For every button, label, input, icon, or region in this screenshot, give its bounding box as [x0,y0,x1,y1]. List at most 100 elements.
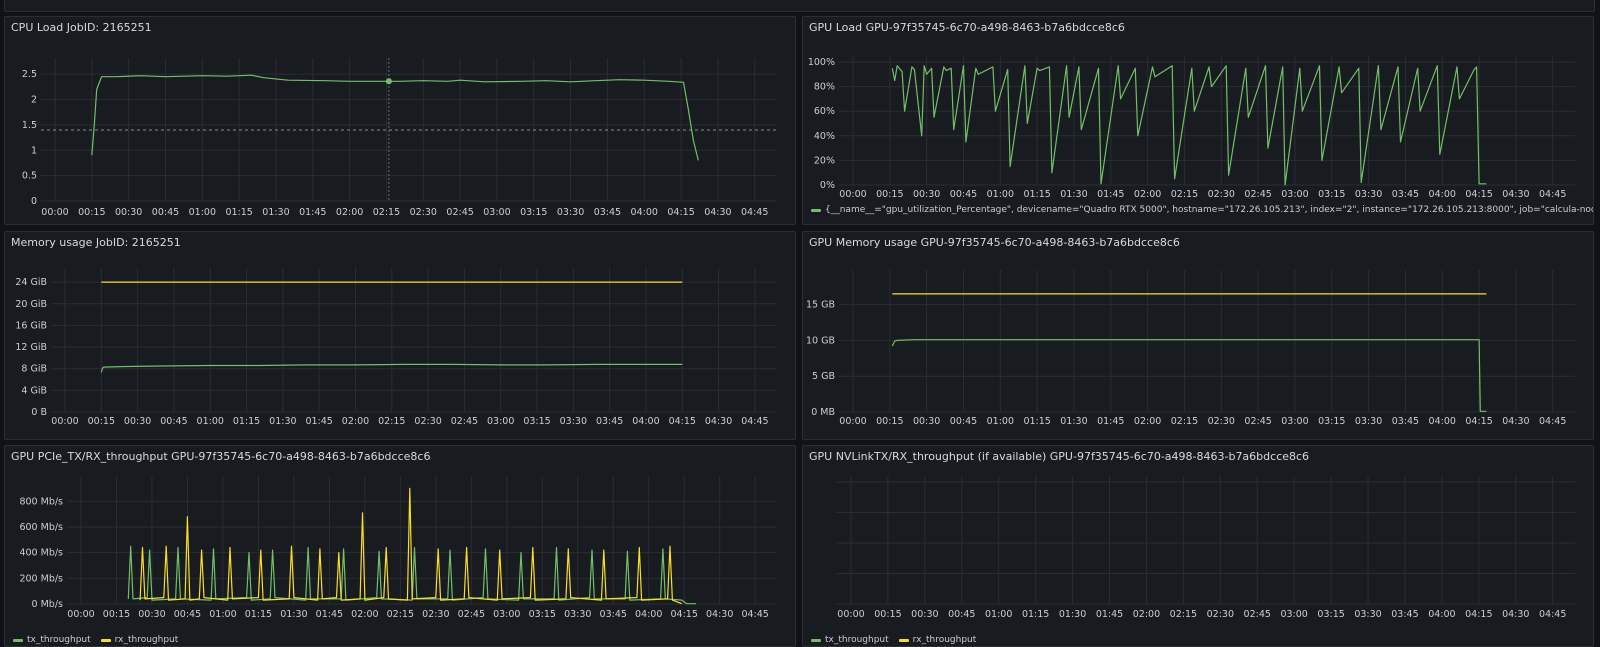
x-tick-label: 01:00 [987,189,1014,200]
panel-title: Memory usage JobID: 2165251 [11,236,181,249]
x-tick-label: 03:00 [1281,189,1308,200]
gpu-load-chart: 00:00 00:15 00:30 00:45 01:00 01:15 01:30 01:45… [808,56,1575,200]
x-tick-label: 00:45 [948,609,975,620]
y-tick-label: 2.5 [22,69,37,80]
x-tick-label: 01:15 [1022,609,1049,620]
legend-item-rx[interactable]: rx_throughput [898,635,977,645]
x-tick-label: 02:45 [458,609,485,620]
x-tick-label: 00:15 [78,207,105,218]
x-tick-label: 00:00 [51,416,78,427]
x-tick-label: 04:15 [667,207,694,218]
x-tick-label: 03:00 [493,609,520,620]
gpu-pcie-throughput-panel[interactable]: GPU PCIe_TX/RX_throughput GPU-97f35745-6… [4,445,796,647]
x-tick-label: 02:00 [1134,189,1161,200]
x-tick-label: 00:30 [913,189,940,200]
series-line-green [891,339,1487,412]
legend-label: tx_throughput [825,635,889,645]
x-tick-label: 01:15 [245,609,272,620]
x-tick-label: 01:00 [189,207,216,218]
y-tick-label: 800 Mb/s [19,496,63,507]
x-tick-label: 03:00 [487,416,514,427]
y-tick-label: 1 [31,145,37,156]
gpu-load-panel[interactable]: GPU Load GPU-97f35745-6c70-a498-8463-b7a… [802,16,1594,225]
x-tick-label: 04:00 [1429,416,1456,427]
x-tick-label: 02:45 [1244,189,1271,200]
x-tick-label: 01:45 [1097,189,1124,200]
x-tick-label: 01:30 [1059,609,1086,620]
x-tick-label: 02:15 [387,609,414,620]
x-tick-label: 04:30 [1502,609,1529,620]
panel-title: CPU Load JobID: 2165251 [11,21,152,34]
x-tick-label: 04:15 [1465,416,1492,427]
x-tick-label: 04:00 [1429,189,1456,200]
x-tick-label: 00:00 [67,609,94,620]
legend-swatch [811,638,821,642]
x-tick-label: 03:30 [1354,609,1381,620]
y-tick-label: 1.5 [22,120,37,131]
x-tick-label: 03:45 [1392,189,1419,200]
x-tick-label: 04:15 [671,609,698,620]
x-tick-label: 04:30 [706,609,733,620]
x-tick-label: 03:45 [594,207,621,218]
x-tick-label: 02:30 [414,416,441,427]
y-tick-label: 600 Mb/s [19,522,63,533]
chart-legend[interactable]: tx_throughput rx_throughput [811,635,976,645]
x-tick-label: 03:30 [1355,189,1382,200]
x-tick-label: 02:15 [378,416,405,427]
x-tick-label: 03:45 [596,416,623,427]
y-tick-label: 16 GiB [15,320,47,331]
x-tick-label: 00:15 [88,416,115,427]
x-tick-label: 04:00 [1428,609,1455,620]
x-tick-label: 03:30 [560,416,587,427]
x-tick-label: 01:45 [305,416,332,427]
y-tick-label: 10 GB [806,335,835,346]
legend-label: tx_throughput [27,635,91,645]
legend-item-tx[interactable]: tx_throughput [811,635,889,645]
gpu-nvlink-throughput-panel[interactable]: GPU NVLinkTX/RX_throughput (if available… [802,445,1594,647]
x-tick-label: 03:30 [1355,416,1382,427]
x-tick-label: 03:15 [520,207,547,218]
gpu-memory-usage-panel[interactable]: GPU Memory usage GPU-97f35745-6c70-a498-… [802,231,1594,440]
y-tick-label: 15 GB [806,300,835,311]
x-tick-label: 02:30 [1208,189,1235,200]
y-tick-label: 8 GiB [21,364,47,375]
x-tick-label: 01:30 [1060,189,1087,200]
memory-usage-panel[interactable]: Memory usage JobID: 2165251 00:00 00:15 00… [4,231,796,440]
x-tick-label: 04:45 [741,609,768,620]
x-tick-label: 01:30 [1060,416,1087,427]
x-tick-label: 00:00 [41,207,68,218]
y-tick-label: 0 MB [811,407,835,418]
gpu-pcie-throughput-chart: 00:00 00:15 00:30 00:45 01:00 01:15 01:30 01:45… [19,476,777,620]
x-tick-label: 00:30 [124,416,151,427]
y-tick-label: 100% [808,57,835,68]
x-tick-label: 03:45 [1392,416,1419,427]
x-tick-label: 02:45 [451,416,478,427]
panel-title: GPU NVLinkTX/RX_throughput (if available… [809,450,1310,463]
panel-title: GPU Memory usage GPU-97f35745-6c70-a498-… [809,236,1180,249]
x-tick-label: 00:30 [913,416,940,427]
x-tick-label: 02:00 [336,207,363,218]
x-tick-label: 02:00 [351,609,378,620]
x-tick-label: 02:00 [1133,609,1160,620]
series-line-green [100,363,683,373]
chart-legend[interactable]: tx_throughput rx_throughput [13,635,178,645]
x-tick-label: 03:30 [557,207,584,218]
x-tick-label: 02:30 [422,609,449,620]
x-tick-label: 04:15 [669,416,696,427]
x-tick-label: 04:15 [1465,189,1492,200]
x-tick-label: 03:45 [600,609,627,620]
x-tick-label: 03:00 [1280,609,1307,620]
chart-legend[interactable]: {__name__="gpu_utilization_Percentage", … [811,205,1593,215]
x-tick-label: 01:00 [197,416,224,427]
legend-label: rx_throughput [114,635,179,645]
series-line-rx_throughput [139,487,683,605]
x-tick-label: 04:45 [1539,189,1566,200]
cpu-load-panel[interactable]: CPU Load JobID: 2165251 00:00 00:15 00:30 0… [4,16,796,225]
legend-item-tx[interactable]: tx_throughput [13,635,91,645]
legend-label: rx_throughput [912,635,977,645]
x-tick-label: 00:45 [950,189,977,200]
x-tick-label: 00:30 [138,609,165,620]
legend-item-rx[interactable]: rx_throughput [100,635,179,645]
x-tick-label: 02:30 [1207,609,1234,620]
x-tick-label: 02:30 [1208,416,1235,427]
